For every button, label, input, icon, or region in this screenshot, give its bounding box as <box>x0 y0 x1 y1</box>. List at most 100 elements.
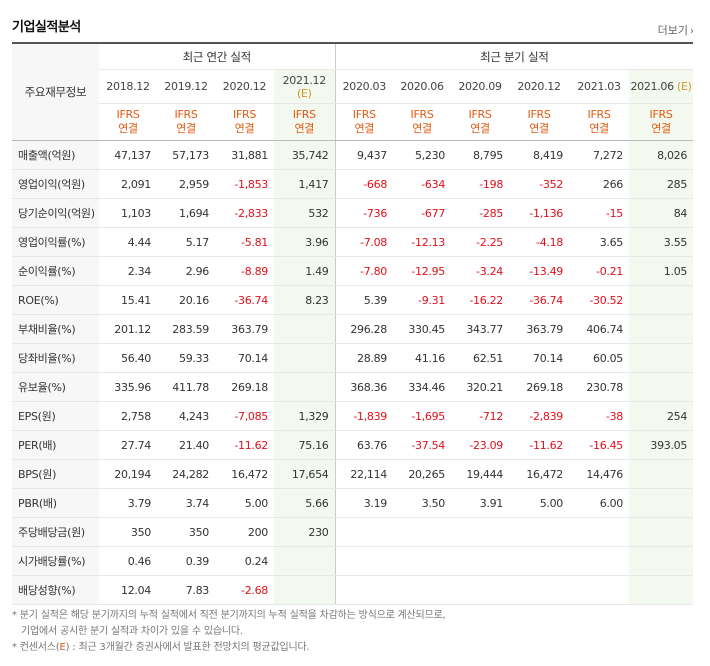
footnotes: * 분기 실적은 해당 분기까지의 누적 실적에서 직전 분기까지의 누적 실적… <box>12 608 446 656</box>
table-cell: 3.91 <box>451 488 510 518</box>
table-cell: 266 <box>569 169 630 199</box>
period-header: 2020.12 <box>509 69 570 104</box>
footnote-2: * 컨센서스(E) : 최근 3개월간 증권사에서 발표한 전망치의 평균값입니… <box>12 642 310 653</box>
table-cell <box>629 285 694 315</box>
period-header: 2020.09 <box>451 69 510 104</box>
table-cell: 334.46 <box>393 372 452 402</box>
table-cell: -7,085 <box>215 401 274 431</box>
table-cell <box>393 517 452 547</box>
row-label: 당기순이익(억원) <box>12 198 99 228</box>
table-cell <box>274 575 336 605</box>
table-row: 부채비율(%) 201.12 283.59 363.79 296.28 330.45 343… <box>12 314 694 344</box>
table-cell: -16.22 <box>451 285 510 315</box>
table-cell: 22,114 <box>334 459 394 489</box>
table-cell: -2,839 <box>509 401 570 431</box>
table-cell: 0.39 <box>157 546 215 576</box>
table-cell <box>274 343 336 373</box>
table-cell: 70.14 <box>509 343 570 373</box>
table-cell: -352 <box>509 169 570 199</box>
table-cell: -5.81 <box>215 227 274 257</box>
period-header: 2018.12 <box>99 69 157 104</box>
table-cell <box>274 314 336 344</box>
row-label: 유보율(%) <box>12 372 99 402</box>
table-cell <box>451 575 510 605</box>
table-cell <box>451 517 510 547</box>
table-cell: 24,282 <box>157 459 215 489</box>
quarter-group-header: 최근 분기 실적 <box>334 42 694 70</box>
table-cell: 254 <box>629 401 694 431</box>
row-label: 순이익률(%) <box>12 256 99 286</box>
basis-header: IFRS 연결 <box>451 103 510 141</box>
row-label: PER(배) <box>12 430 99 460</box>
table-cell: 2.34 <box>99 256 157 286</box>
basis-header: IFRS 연결 <box>569 103 630 141</box>
table-cell: -23.09 <box>451 430 510 460</box>
table-cell: 2,091 <box>99 169 157 199</box>
table-cell <box>274 546 336 576</box>
table-cell: 201.12 <box>99 314 157 344</box>
table-cell: 3.79 <box>99 488 157 518</box>
basis-header: IFRS 연결 <box>99 103 157 141</box>
table-cell: 335.96 <box>99 372 157 402</box>
table-cell: -12.95 <box>393 256 452 286</box>
table-cell: 406.74 <box>569 314 630 344</box>
table-cell: 0.24 <box>215 546 274 576</box>
row-label: 부채비율(%) <box>12 314 99 344</box>
row-label: 시가배당률(%) <box>12 546 99 576</box>
table-cell: -4.18 <box>509 227 570 257</box>
row-label: 영업이익(억원) <box>12 169 99 199</box>
table-row: 당기순이익(억원) 1,103 1,694 -2,833 532 -736 -677 -285… <box>12 198 694 228</box>
table-cell: -1,853 <box>215 169 274 199</box>
table-cell: -2.68 <box>215 575 274 605</box>
table-cell: 8,795 <box>451 140 510 170</box>
table-cell: 27.74 <box>99 430 157 460</box>
more-link[interactable]: 더보기 › <box>658 22 694 38</box>
table-cell: -36.74 <box>215 285 274 315</box>
table-cell: 368.36 <box>334 372 394 402</box>
row-head: 주요재무정보 <box>12 42 99 141</box>
row-label: BPS(원) <box>12 459 99 489</box>
period-header: 2020.12 <box>215 69 274 104</box>
table-cell: -7.08 <box>334 227 394 257</box>
table-cell: 411.78 <box>157 372 215 402</box>
footnote-1: * 분기 실적은 해당 분기까지의 누적 실적에서 직전 분기까지의 누적 실적… <box>12 610 446 621</box>
table-cell: 3.65 <box>569 227 630 257</box>
table-cell: 14,476 <box>569 459 630 489</box>
financial-table: 주요재무정보 최근 연간 실적 최근 분기 실적 2018.12 2019.12 2… <box>12 42 694 605</box>
table-cell: 20.16 <box>157 285 215 315</box>
table-cell <box>629 343 694 373</box>
table-cell <box>629 459 694 489</box>
table-cell: -12.13 <box>393 227 452 257</box>
table-cell <box>629 575 694 605</box>
table-cell: 5.00 <box>215 488 274 518</box>
basis-header: IFRS 연결 <box>274 103 336 141</box>
table-cell: 5,230 <box>393 140 452 170</box>
table-cell <box>393 575 452 605</box>
table-cell: 59.33 <box>157 343 215 373</box>
table-cell: -11.62 <box>509 430 570 460</box>
table-cell: 15.41 <box>99 285 157 315</box>
table-cell: -15 <box>569 198 630 228</box>
table-cell <box>274 372 336 402</box>
table-cell: -8.89 <box>215 256 274 286</box>
basis-header: IFRS 연결 <box>334 103 394 141</box>
table-cell <box>509 546 570 576</box>
table-cell: 330.45 <box>393 314 452 344</box>
annual-group-header: 최근 연간 실적 <box>99 42 336 70</box>
table-cell: -677 <box>393 198 452 228</box>
table-cell: -1,136 <box>509 198 570 228</box>
table-cell: 350 <box>99 517 157 547</box>
footnote-1b: 기업에서 공시한 분기 실적과 차이가 있을 수 있습니다. <box>21 626 243 637</box>
table-cell: 47,137 <box>99 140 157 170</box>
table-cell: 4,243 <box>157 401 215 431</box>
table-cell: 230 <box>274 517 336 547</box>
table-cell: 35,742 <box>274 140 336 170</box>
table-row: 영업이익률(%) 4.44 5.17 -5.81 3.96 -7.08 -12.13 -2.2… <box>12 227 694 257</box>
table-cell: 1,329 <box>274 401 336 431</box>
table-cell <box>334 575 394 605</box>
table-cell: 5.17 <box>157 227 215 257</box>
table-cell: 19,444 <box>451 459 510 489</box>
table-cell: 16,472 <box>215 459 274 489</box>
table-row: 배당성향(%) 12.04 7.83 -2.68 <box>12 575 694 605</box>
table-cell: 6.00 <box>569 488 630 518</box>
